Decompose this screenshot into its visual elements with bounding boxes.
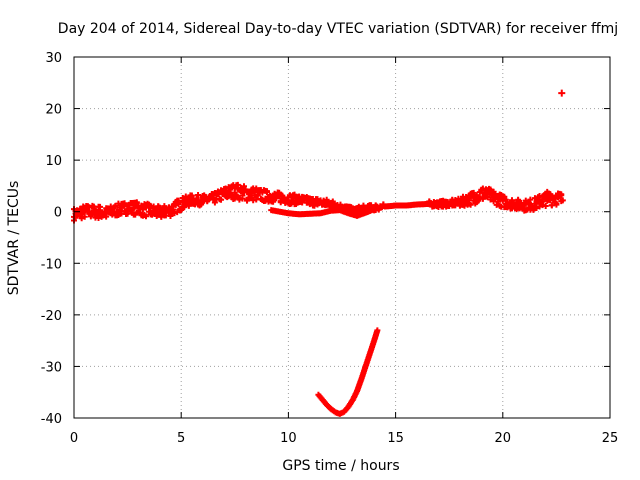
data-point [558, 89, 566, 97]
axis-ticks: 0 5 10 15 20 25 -40 -30 -20 -10 0 10 20 30 [41, 51, 619, 446]
data-point [133, 199, 140, 206]
data-point [142, 213, 149, 220]
data-point [78, 215, 85, 222]
data-point [484, 194, 491, 201]
data-point [139, 206, 146, 213]
data-points [71, 89, 566, 417]
data-point [502, 196, 509, 203]
data-point [81, 213, 88, 220]
x-tick-label: 0 [70, 431, 78, 446]
data-point [161, 203, 168, 210]
x-tick-label: 20 [495, 431, 512, 446]
data-point [527, 196, 534, 203]
data-point [533, 204, 540, 211]
x-tick-label: 10 [280, 431, 297, 446]
data-point [155, 211, 162, 218]
data-point [270, 198, 277, 205]
x-tick-label: 25 [602, 431, 619, 446]
data-point [553, 201, 560, 208]
data-point [156, 204, 163, 211]
grid-lines [74, 57, 610, 418]
data-point [542, 202, 549, 209]
y-tick-label: 30 [45, 51, 62, 66]
data-point [218, 196, 225, 203]
data-point [531, 195, 538, 202]
data-point [112, 203, 119, 210]
data-point [198, 200, 205, 207]
data-point [371, 206, 378, 213]
data-point [77, 211, 84, 218]
data-point [254, 192, 261, 199]
plot-frame [73, 56, 611, 419]
data-point [170, 206, 177, 213]
y-tick-label: -40 [41, 412, 62, 427]
y-tick-label: 20 [45, 103, 62, 118]
data-point [184, 195, 191, 202]
data-point [515, 197, 522, 204]
data-point [211, 199, 218, 206]
data-point [158, 213, 165, 220]
y-tick-label: 0 [54, 206, 62, 221]
chart-title: Day 204 of 2014, Sidereal Day-to-day VTE… [58, 21, 618, 37]
x-tick-label: 5 [177, 431, 185, 446]
data-point [558, 191, 565, 198]
y-axis-label: SDTVAR / TECUs [6, 181, 22, 296]
data-point [263, 188, 270, 195]
data-point [467, 201, 474, 208]
data-point [525, 200, 532, 207]
data-point [175, 197, 182, 204]
y-tick-label: -20 [41, 309, 62, 324]
data-point [461, 202, 468, 209]
x-axis-label: GPS time / hours [282, 458, 399, 474]
y-tick-label: 10 [45, 154, 62, 169]
data-point [291, 191, 298, 198]
y-tick-label: -10 [41, 257, 62, 272]
series-lower-branch [268, 206, 378, 219]
data-point [374, 327, 381, 334]
x-tick-label: 15 [387, 431, 404, 446]
series-outlier [558, 89, 566, 97]
data-point [240, 183, 247, 190]
data-point [97, 203, 104, 210]
data-point [487, 187, 494, 194]
data-point [227, 186, 234, 193]
y-tick-label: -30 [41, 360, 62, 375]
series-main-band [71, 181, 566, 224]
data-point [559, 197, 566, 204]
series-arc [315, 327, 381, 417]
